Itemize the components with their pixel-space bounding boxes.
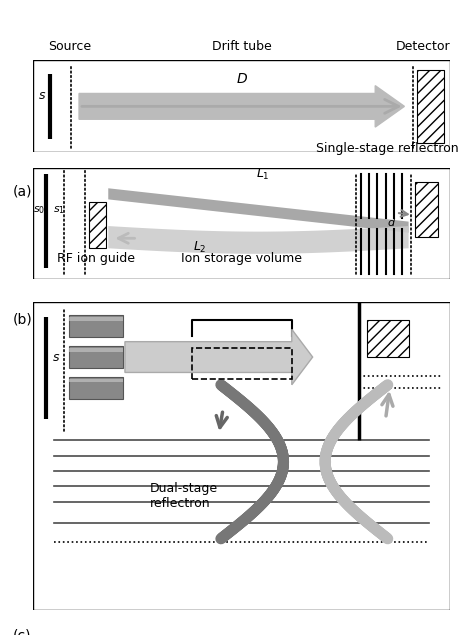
Text: Source: Source bbox=[48, 40, 91, 53]
Bar bbox=[69, 346, 123, 368]
Text: Drift tube: Drift tube bbox=[212, 40, 272, 53]
Text: $s_1$: $s_1$ bbox=[53, 204, 65, 217]
PathPatch shape bbox=[108, 226, 409, 254]
Text: $L_2$: $L_2$ bbox=[193, 240, 207, 255]
Text: RF ion guide: RF ion guide bbox=[57, 251, 135, 265]
Text: $d$: $d$ bbox=[387, 217, 396, 228]
Bar bbox=[90, 201, 106, 248]
Text: $s$: $s$ bbox=[38, 89, 46, 102]
Bar bbox=[415, 182, 438, 237]
Bar bbox=[69, 377, 123, 399]
Text: Detector: Detector bbox=[396, 40, 450, 53]
Text: $D$: $D$ bbox=[236, 72, 248, 86]
Text: (c): (c) bbox=[12, 628, 31, 635]
FancyArrow shape bbox=[79, 86, 404, 127]
Bar bbox=[367, 320, 409, 357]
Bar bbox=[69, 316, 123, 337]
Text: $s_0$: $s_0$ bbox=[33, 204, 45, 217]
FancyArrow shape bbox=[125, 330, 313, 385]
Text: Dual-stage
reflectron: Dual-stage reflectron bbox=[150, 482, 218, 510]
Text: (b): (b) bbox=[12, 313, 32, 327]
PathPatch shape bbox=[108, 188, 409, 232]
Bar bbox=[69, 318, 123, 321]
Text: Single-stage reflectron: Single-stage reflectron bbox=[316, 142, 459, 155]
Bar bbox=[417, 69, 444, 144]
Bar bbox=[69, 348, 123, 352]
Text: (a): (a) bbox=[12, 185, 32, 199]
Text: $s$: $s$ bbox=[52, 351, 60, 364]
Text: $L_1$: $L_1$ bbox=[256, 166, 269, 182]
Text: Ion storage volume: Ion storage volume bbox=[181, 251, 302, 265]
Bar bbox=[191, 348, 292, 378]
Bar bbox=[69, 379, 123, 382]
